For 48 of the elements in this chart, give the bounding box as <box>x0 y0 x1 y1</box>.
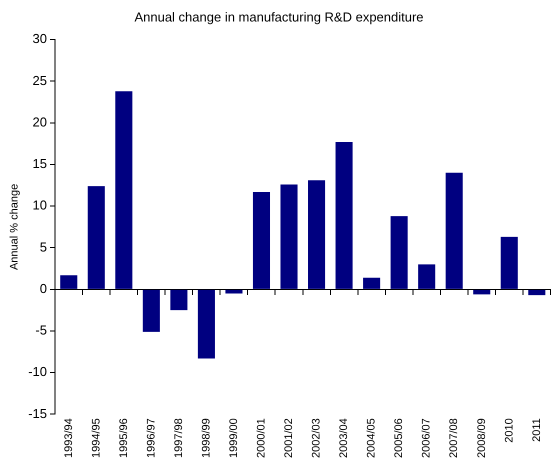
chart-title: Annual change in manufacturing R&D expenditure <box>134 9 424 24</box>
x-tick-label: 2004/05 <box>366 418 378 458</box>
x-tick-label: 1995/96 <box>118 418 130 458</box>
y-tick-label: 15 <box>32 156 47 172</box>
bar <box>473 290 490 294</box>
bar <box>446 172 463 289</box>
x-tick-label: 2000/01 <box>256 418 268 458</box>
x-tick-label: 2011 <box>530 418 543 442</box>
bar <box>115 91 132 289</box>
x-tick-label: 1997/98 <box>172 418 185 458</box>
bar <box>280 184 298 289</box>
y-tick-label: -15 <box>28 406 47 421</box>
x-tick-label: 2008/09 <box>476 418 488 458</box>
bar <box>336 142 353 289</box>
x-tick-label: 2003/04 <box>338 418 350 458</box>
y-tick-label: 30 <box>32 31 47 46</box>
y-tick-label: 10 <box>32 198 47 213</box>
bar <box>308 180 326 289</box>
bar <box>390 216 408 289</box>
x-tick-label: 1999/00 <box>228 418 240 458</box>
bar <box>142 290 160 332</box>
x-tick-label: 1994/95 <box>90 418 102 458</box>
x-tick-label: 2010 <box>503 418 516 443</box>
bar <box>225 290 242 294</box>
bar <box>198 290 215 358</box>
y-tick-label: -5 <box>35 322 47 338</box>
bar <box>528 290 546 296</box>
y-tick-label: 0 <box>40 280 47 296</box>
x-tick-label: 1996/97 <box>145 418 158 458</box>
bar <box>363 278 380 289</box>
bar <box>170 290 188 310</box>
x-tick-label: 2002/03 <box>310 418 323 458</box>
y-tick-label: -10 <box>28 364 47 380</box>
y-axis-title: Annual % change <box>8 184 21 270</box>
x-tick-label: 1998/99 <box>200 418 212 458</box>
bar <box>252 192 270 289</box>
y-tick-label: 20 <box>32 114 47 130</box>
bar <box>418 264 436 289</box>
bar <box>500 236 518 289</box>
x-tick-label: 2007/08 <box>448 418 460 458</box>
x-tick-label: 1993/94 <box>62 418 75 458</box>
x-tick-label: 2001/02 <box>283 418 296 458</box>
bar <box>60 275 78 289</box>
x-tick-label: 2005/06 <box>393 418 406 458</box>
bar <box>88 186 105 289</box>
y-tick-label: 25 <box>32 72 47 88</box>
x-tick-label: 2006/07 <box>420 418 433 458</box>
y-tick-label: 5 <box>40 239 47 254</box>
